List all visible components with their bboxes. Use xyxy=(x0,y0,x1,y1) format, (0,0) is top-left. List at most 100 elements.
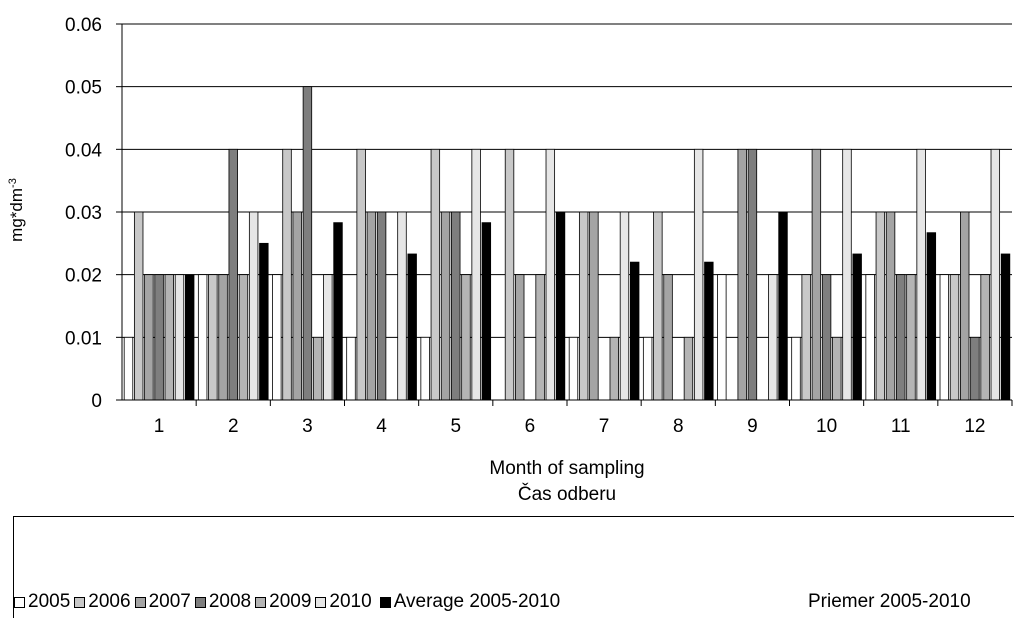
bar-2009-month-11 xyxy=(906,274,916,401)
bar-2009-month-3 xyxy=(312,336,323,401)
bar-2009-month-7 xyxy=(609,336,619,401)
bar-2008-month-5 xyxy=(451,211,461,401)
bar-2006-month-5 xyxy=(430,148,441,401)
legend-item: 2008 xyxy=(194,591,252,613)
bar-average-2005-2010-month-11 xyxy=(926,232,937,401)
x-tick-label: 5 xyxy=(450,416,461,437)
bar-2006-month-12 xyxy=(949,274,960,401)
legend-swatch xyxy=(194,596,206,608)
bar-average-2005-2010-month-8 xyxy=(704,261,714,401)
bar-2005-month-1 xyxy=(123,336,134,401)
legend-extra-label: Priemer 2005-2010 xyxy=(808,591,971,612)
bar-2008-month-3 xyxy=(302,86,313,401)
legend-label: 2010 xyxy=(329,591,372,612)
bar-2007-month-12 xyxy=(960,211,970,401)
x-axis-label: Month of sampling xyxy=(489,458,644,479)
bar-2007-month-8 xyxy=(663,274,673,401)
bar-2005-month-8 xyxy=(642,336,653,401)
bar-2010-month-1 xyxy=(174,274,185,401)
legend-label: 2005 xyxy=(28,591,71,612)
x-tick-label: 6 xyxy=(525,416,536,437)
bar-2010-month-2 xyxy=(248,211,259,401)
bar-2010-month-8 xyxy=(693,148,704,401)
bar-2008-month-4 xyxy=(376,211,387,401)
bar-chart: 00.010.020.030.040.050.061 2 3 4 5 6 7 8 9 10 11 12… xyxy=(7,15,1013,505)
bar-average-2005-2010-month-2 xyxy=(259,242,269,401)
bar-2005-month-5 xyxy=(420,336,430,401)
bar-2005-month-9 xyxy=(717,274,727,401)
bar-2010-month-11 xyxy=(916,148,926,401)
bar-average-2005-2010-month-9 xyxy=(778,211,788,401)
bar-average-2005-2010-month-12 xyxy=(1000,253,1011,401)
bar-2010-month-9 xyxy=(768,274,778,401)
bar-2006-month-8 xyxy=(653,211,663,401)
bar-2009-month-8 xyxy=(683,336,694,401)
bar-2007-month-7 xyxy=(589,211,599,401)
legend-swatch xyxy=(315,596,327,608)
bar-average-2005-2010-month-6 xyxy=(555,211,566,401)
bar-average-2005-2010-month-5 xyxy=(481,222,492,401)
legend-label: 2009 xyxy=(269,591,312,612)
bar-2005-month-7 xyxy=(568,336,579,401)
bar-average-2005-2010-month-4 xyxy=(407,253,417,401)
bar-2007-month-6 xyxy=(515,274,525,401)
bar-2009-month-10 xyxy=(832,336,842,401)
bars xyxy=(123,86,1011,401)
bar-2010-month-5 xyxy=(471,148,481,401)
bar-2006-month-2 xyxy=(208,274,218,401)
y-axis-label: mg*dm-3 xyxy=(7,178,26,242)
bar-2007-month-11 xyxy=(885,211,896,401)
legend-row: 2005 2006 2007 2008 2009 2010 Average 2005-201… xyxy=(14,591,564,613)
legend-item: Average 2005-2010 xyxy=(379,591,561,613)
bar-2008-month-11 xyxy=(896,274,906,401)
legend-item: 2010 xyxy=(315,591,372,613)
bar-2007-month-10 xyxy=(811,148,822,401)
legend: 2005 2006 2007 2008 2009 2010 Average 2005-201… xyxy=(13,516,1014,618)
bar-2007-month-5 xyxy=(440,211,451,401)
legend-label: 2008 xyxy=(208,591,252,612)
bar-2010-month-3 xyxy=(323,274,333,401)
bar-2007-month-2 xyxy=(218,274,228,401)
bar-2006-month-3 xyxy=(282,148,292,401)
bar-2010-month-4 xyxy=(397,211,407,401)
x-tick-label: 9 xyxy=(747,416,758,437)
x-tick-label: 3 xyxy=(302,416,313,437)
bar-average-2005-2010-month-3 xyxy=(333,222,343,401)
bar-2007-month-3 xyxy=(292,211,302,401)
legend-label: Average 2005-2010 xyxy=(393,591,561,612)
bar-2007-month-4 xyxy=(366,211,377,401)
x-tick-label: 11 xyxy=(891,416,911,437)
bar-2005-month-4 xyxy=(346,336,356,401)
bar-2005-month-10 xyxy=(791,336,801,401)
x-tick-label: 1 xyxy=(154,416,165,437)
bar-average-2005-2010-month-10 xyxy=(852,253,862,401)
bar-2009-month-5 xyxy=(461,274,471,401)
bar-2010-month-6 xyxy=(545,148,556,401)
y-tick-label: 0.05 xyxy=(65,78,102,99)
y-tick-label: 0.04 xyxy=(65,140,102,161)
x-tick-label: 4 xyxy=(376,416,387,437)
x-tick-label: 7 xyxy=(599,416,610,437)
bar-2010-month-12 xyxy=(990,148,1001,401)
x-tick-label: 2 xyxy=(228,416,239,437)
x-axis-label-secondary: Čas odberu xyxy=(518,483,616,505)
bar-2006-month-4 xyxy=(356,148,366,401)
bar-2006-month-1 xyxy=(133,211,144,401)
bar-2005-month-2 xyxy=(197,274,208,401)
bar-2007-month-1 xyxy=(144,274,154,401)
x-tick-label: 10 xyxy=(816,416,837,437)
bar-2005-month-11 xyxy=(865,274,875,401)
y-tick-label: 0.01 xyxy=(65,328,102,349)
bar-2008-month-2 xyxy=(228,148,238,401)
bar-2006-month-11 xyxy=(875,211,886,401)
bar-2005-month-12 xyxy=(939,274,950,401)
legend-item: 2006 xyxy=(74,591,131,613)
bar-2009-month-1 xyxy=(164,274,174,401)
legend-swatch xyxy=(74,596,86,608)
bar-2009-month-12 xyxy=(980,274,990,401)
bar-2009-month-6 xyxy=(535,274,545,401)
y-tick-label: 0 xyxy=(91,391,102,412)
bar-2008-month-1 xyxy=(154,274,164,401)
bar-2006-month-6 xyxy=(504,148,515,401)
bar-2005-month-3 xyxy=(272,274,282,401)
